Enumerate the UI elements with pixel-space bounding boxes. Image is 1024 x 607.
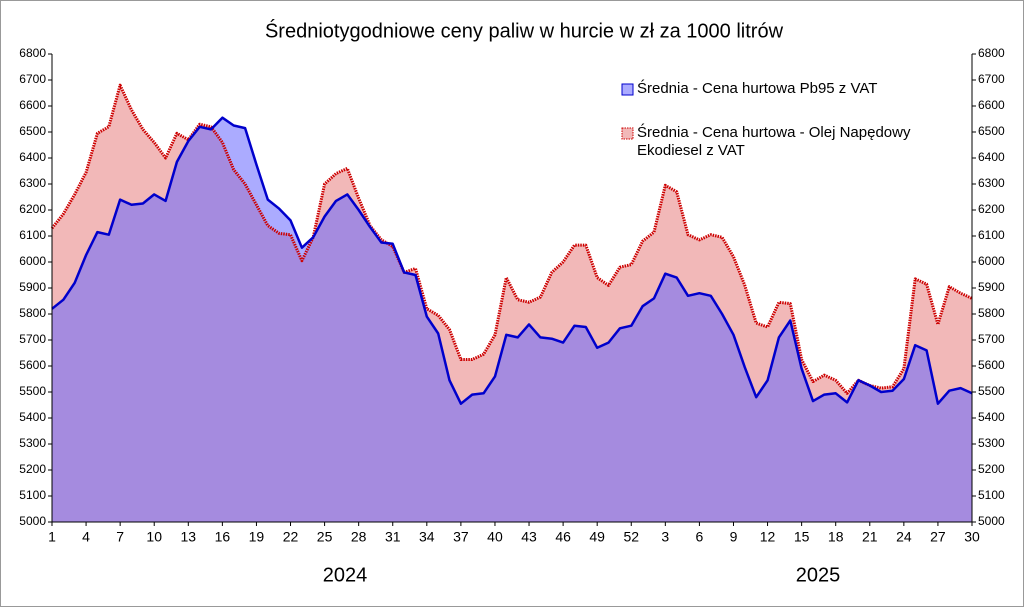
x-tick-label: 25 — [317, 529, 333, 545]
x-tick-label: 52 — [623, 529, 639, 545]
x-tick-label: 15 — [794, 529, 810, 545]
x-tick-label: 3 — [661, 529, 669, 545]
x-tick-label: 28 — [351, 529, 367, 545]
year-label: 2024 — [323, 564, 368, 586]
x-tick-label: 4 — [82, 529, 90, 545]
y2-tick-label: 6000 — [978, 254, 1005, 268]
x-tick-label: 37 — [453, 529, 469, 545]
y2-tick-label: 6700 — [978, 72, 1005, 86]
x-tick-label: 43 — [521, 529, 537, 545]
y-tick-label: 6600 — [19, 98, 46, 112]
line — [51, 116, 973, 405]
y2-tick-label: 6600 — [978, 98, 1005, 112]
x-tick-label: 46 — [555, 529, 571, 545]
y-tick-label: 6300 — [19, 176, 46, 190]
x-tick-label: 24 — [896, 529, 912, 545]
x-tick-label: 9 — [730, 529, 738, 545]
y2-tick-label: 6200 — [978, 202, 1005, 216]
y-tick-label: 5800 — [19, 306, 46, 320]
y-tick-label: 5400 — [19, 410, 46, 424]
y-tick-label: 6000 — [19, 254, 46, 268]
y2-tick-label: 6100 — [978, 228, 1005, 242]
x-tick-label: 21 — [862, 529, 878, 545]
y-tick-label: 5000 — [19, 514, 46, 528]
y-tick-label: 5700 — [19, 332, 46, 346]
x-tick-label: 49 — [589, 529, 605, 545]
y-tick-label: 5100 — [19, 488, 46, 502]
x-tick-label: 12 — [760, 529, 776, 545]
x-tick-label: 7 — [116, 529, 124, 545]
x-tick-label: 18 — [828, 529, 844, 545]
y-tick-label: 6800 — [19, 46, 46, 60]
y-tick-label: 6200 — [19, 202, 46, 216]
y2-tick-label: 5100 — [978, 488, 1005, 502]
x-tick-label: 16 — [215, 529, 231, 545]
x-tick-label: 13 — [181, 529, 197, 545]
y-tick-label: 5600 — [19, 358, 46, 372]
y2-tick-label: 5500 — [978, 384, 1005, 398]
x-tick-label: 6 — [696, 529, 704, 545]
y2-tick-label: 5000 — [978, 514, 1005, 528]
y-tick-label: 6100 — [19, 228, 46, 242]
x-tick-label: 10 — [146, 529, 162, 545]
chart-title: Średniotygodniowe ceny paliw w hurcie w … — [265, 18, 784, 42]
y-tick-label: 6400 — [19, 150, 46, 164]
y-tick-label: 5200 — [19, 462, 46, 476]
y-tick-label: 5300 — [19, 436, 46, 450]
y2-tick-label: 5200 — [978, 462, 1005, 476]
y2-tick-label: 6400 — [978, 150, 1005, 164]
area — [52, 117, 972, 522]
x-tick-label: 19 — [249, 529, 265, 545]
y2-tick-label: 5400 — [978, 410, 1005, 424]
y-tick-label: 6500 — [19, 124, 46, 138]
x-tick-label: 1 — [48, 529, 56, 545]
y2-tick-label: 5900 — [978, 280, 1005, 294]
y2-tick-label: 6300 — [978, 176, 1005, 190]
legend-swatch — [621, 83, 634, 96]
y-tick-label: 5900 — [19, 280, 46, 294]
y2-tick-label: 6800 — [978, 46, 1005, 60]
legend-entry: Średnia - Cena hurtowa Pb95 z VAT — [637, 80, 878, 97]
x-tick-label: 34 — [419, 529, 435, 545]
y2-tick-label: 5800 — [978, 306, 1005, 320]
x-tick-label: 30 — [964, 529, 980, 545]
y-tick-label: 5500 — [19, 384, 46, 398]
x-tick-label: 31 — [385, 529, 401, 545]
legend-swatch — [621, 127, 634, 140]
year-label: 2025 — [796, 564, 841, 586]
x-tick-label: 22 — [283, 529, 299, 545]
legend-entry: Średnia - Cena hurtowa - Olej Napędowy E… — [637, 124, 911, 159]
x-tick-label: 40 — [487, 529, 503, 545]
y2-tick-label: 6500 — [978, 124, 1005, 138]
y2-tick-label: 5700 — [978, 332, 1005, 346]
y-tick-label: 6700 — [19, 72, 46, 86]
x-tick-label: 27 — [930, 529, 946, 545]
y2-tick-label: 5600 — [978, 358, 1005, 372]
y2-tick-label: 5300 — [978, 436, 1005, 450]
